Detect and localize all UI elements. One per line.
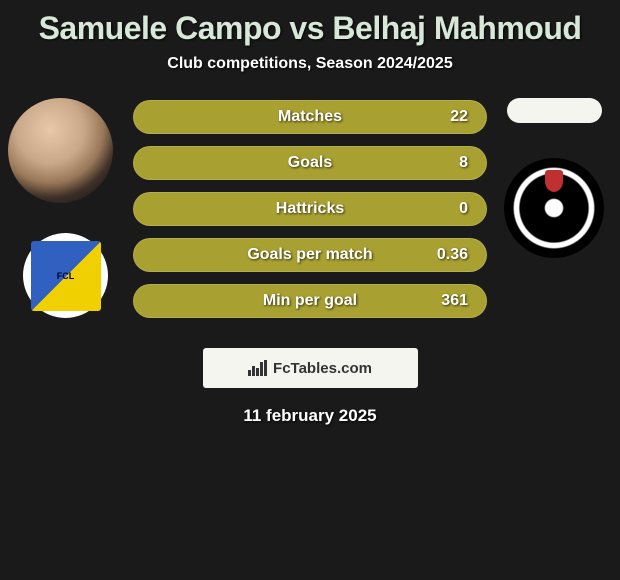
stats-column: Matches 22 Goals 8 Hattricks 0 Goals per… (133, 98, 487, 318)
stat-bar-goals: Goals 8 (133, 146, 487, 180)
chart-icon (248, 360, 267, 376)
brand-text: FcTables.com (273, 360, 372, 377)
stat-bar-matches: Matches 22 (133, 100, 487, 134)
stat-label: Hattricks (276, 200, 344, 218)
player-avatar-right (507, 98, 602, 123)
stat-value: 0.36 (437, 246, 468, 264)
stat-bar-hattricks: Hattricks 0 (133, 192, 487, 226)
left-column: FCL (8, 98, 118, 328)
stat-value: 22 (450, 108, 468, 126)
stat-value: 361 (441, 292, 468, 310)
brand-badge[interactable]: FcTables.com (203, 348, 418, 388)
player-avatar-left (8, 98, 113, 203)
shield-icon (545, 170, 563, 192)
stat-bar-gpm: Goals per match 0.36 (133, 238, 487, 272)
comparison-card: Samuele Campo vs Belhaj Mahmoud Club com… (0, 0, 620, 436)
stat-label: Goals (288, 154, 332, 172)
stat-label: Goals per match (247, 246, 372, 264)
stat-value: 0 (459, 200, 468, 218)
fcl-text: FCL (57, 271, 75, 281)
stat-label: Matches (278, 108, 342, 126)
date-text: 11 february 2025 (0, 406, 620, 426)
stat-bar-mpg: Min per goal 361 (133, 284, 487, 318)
club-logo-left: FCL (23, 233, 108, 318)
subtitle: Club competitions, Season 2024/2025 (0, 55, 620, 73)
right-column (502, 98, 612, 328)
page-title: Samuele Campo vs Belhaj Mahmoud (0, 10, 620, 47)
main-row: FCL Matches 22 Goals 8 Hattricks 0 Goals… (0, 98, 620, 328)
fcl-badge: FCL (31, 241, 101, 311)
club-logo-right (504, 158, 604, 258)
stat-label: Min per goal (263, 292, 357, 310)
stat-value: 8 (459, 154, 468, 172)
